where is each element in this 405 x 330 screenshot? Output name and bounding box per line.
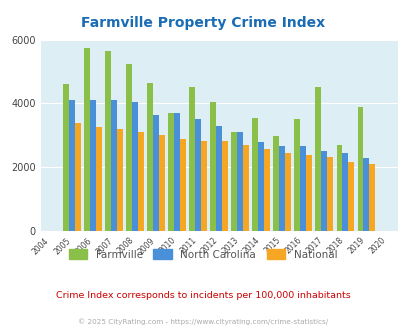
Bar — [222, 141, 228, 231]
Bar — [258, 142, 264, 231]
Bar — [243, 145, 249, 231]
Bar — [237, 132, 243, 231]
Bar — [84, 48, 90, 231]
Bar — [264, 149, 269, 231]
Bar — [294, 119, 300, 231]
Bar — [189, 87, 195, 231]
Bar — [69, 100, 75, 231]
Bar — [252, 118, 258, 231]
Bar — [321, 151, 326, 231]
Bar — [147, 83, 153, 231]
Bar — [369, 164, 374, 231]
Bar — [273, 136, 279, 231]
Bar — [168, 113, 174, 231]
Bar — [315, 87, 321, 231]
Bar — [159, 135, 164, 231]
Bar — [105, 51, 111, 231]
Bar — [305, 155, 311, 231]
Bar — [285, 153, 290, 231]
Bar — [111, 100, 117, 231]
Bar — [75, 122, 81, 231]
Legend: Farmville, North Carolina, National: Farmville, North Carolina, National — [64, 245, 341, 264]
Bar — [132, 102, 138, 231]
Bar — [96, 127, 102, 231]
Bar — [90, 100, 96, 231]
Bar — [326, 157, 333, 231]
Bar — [117, 129, 123, 231]
Bar — [231, 132, 237, 231]
Bar — [336, 145, 341, 231]
Bar — [341, 153, 347, 231]
Bar — [279, 147, 285, 231]
Bar — [300, 147, 305, 231]
Bar — [138, 132, 144, 231]
Text: © 2025 CityRating.com - https://www.cityrating.com/crime-statistics/: © 2025 CityRating.com - https://www.city… — [78, 318, 327, 325]
Text: Crime Index corresponds to incidents per 100,000 inhabitants: Crime Index corresponds to incidents per… — [55, 291, 350, 300]
Bar — [126, 63, 132, 231]
Bar — [210, 102, 216, 231]
Bar — [174, 113, 180, 231]
Bar — [153, 115, 159, 231]
Bar — [195, 119, 200, 231]
Bar — [216, 126, 222, 231]
Bar — [362, 158, 369, 231]
Bar — [63, 84, 69, 231]
Bar — [357, 107, 362, 231]
Text: Farmville Property Crime Index: Farmville Property Crime Index — [81, 16, 324, 30]
Bar — [180, 139, 185, 231]
Bar — [347, 162, 353, 231]
Bar — [200, 141, 207, 231]
